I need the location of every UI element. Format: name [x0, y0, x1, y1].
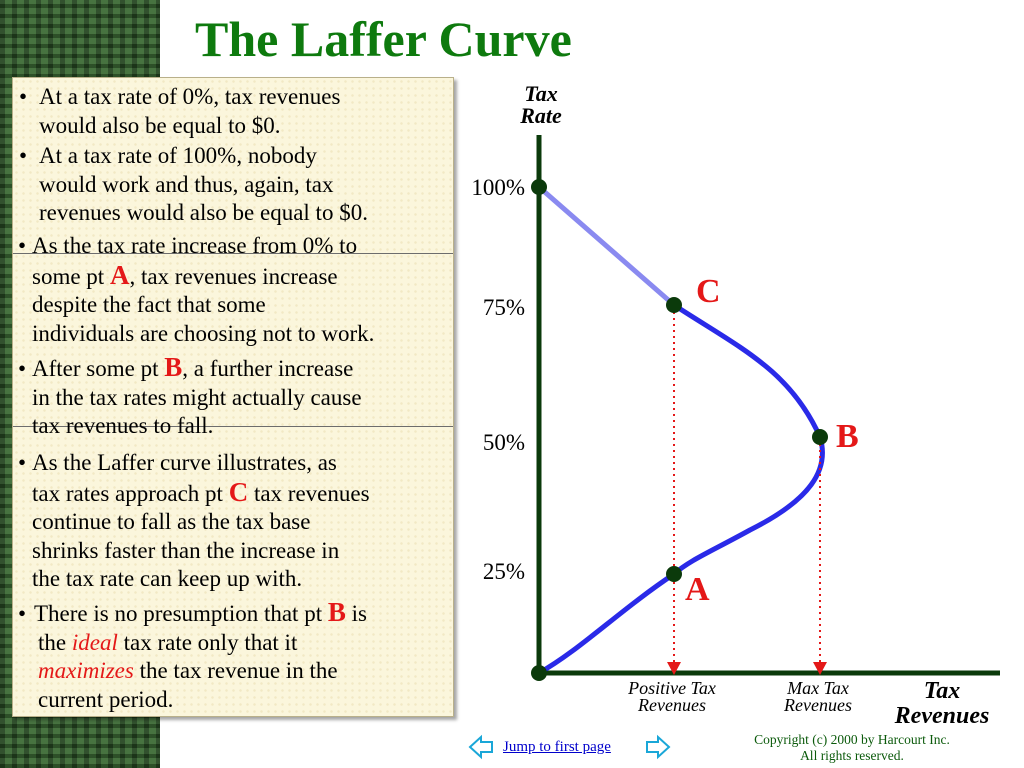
bullet-text: current period. [38, 686, 174, 712]
emphasis-ideal: ideal [71, 629, 118, 655]
bullet-text: despite the fact that some [32, 292, 266, 317]
bullet-text: revenues would also be equal to $0. [39, 200, 368, 225]
bullet-text: the tax rate can keep up with. [32, 566, 303, 591]
bullet-4: • After some pt B, a further increase in … [18, 353, 362, 441]
dot-100-percent [531, 179, 547, 195]
y-axis-label-line2: Rate [519, 103, 562, 128]
curve-upper-segment [536, 184, 677, 308]
bullet-text: individuals are choosing not to work. [32, 320, 375, 346]
max-tax-revenues-line1: Max Tax [786, 678, 849, 698]
previous-arrow-icon[interactable] [468, 734, 494, 760]
point-c-marker: C [696, 273, 721, 310]
divider-line [13, 426, 453, 427]
arrowhead-positive [667, 662, 681, 675]
bullet-text: shrinks faster than the increase in [32, 537, 340, 563]
emphasis-maximizes: maximizes [38, 658, 134, 683]
point-b-marker: B [836, 418, 859, 455]
bullet-text: tax revenues [248, 480, 370, 506]
positive-tax-revenues-line2: Revenues [637, 695, 706, 715]
bullet-text: would also be equal to $0. [39, 112, 281, 138]
next-arrow-icon[interactable] [645, 734, 671, 760]
bullet-text: tax revenues to fall. [32, 413, 214, 438]
x-axis-label-line1: Tax [924, 678, 960, 704]
dot-point-b [812, 429, 828, 445]
bullet-2: • At a tax rate of 100%, nobody would wor… [19, 142, 368, 228]
arrowhead-max [813, 662, 827, 675]
bullet-text: in the tax rates might actually cause [32, 384, 362, 410]
bullet-6: • There is no presumption that pt B is th… [18, 598, 367, 714]
dot-point-a [666, 566, 682, 582]
bullet-text: , tax revenues increase [129, 263, 338, 289]
copyright-notice: Copyright (c) 2000 by Harcourt Inc. All … [728, 732, 976, 764]
bullet-text: At a tax rate of 100%, nobody [39, 143, 317, 168]
point-b-label: B [327, 597, 346, 627]
tick-75: 75% [483, 295, 525, 320]
dot-point-c [666, 297, 682, 313]
copyright-line: Copyright (c) 2000 by Harcourt Inc. [754, 732, 950, 747]
copyright-line: All rights reserved. [800, 748, 904, 763]
dot-origin [531, 665, 547, 681]
bullet-text: As the Laffer curve illustrates, as [32, 450, 337, 475]
x-axis-label-line2: Revenues [894, 703, 990, 729]
max-tax-revenues-line2: Revenues [783, 695, 852, 715]
bullet-text: the tax revenue in the [133, 658, 338, 683]
tick-50: 50% [483, 430, 525, 455]
bullet-text: continue to fall as the tax base [32, 509, 311, 534]
bullet-text: There is no presumption that pt [34, 601, 328, 626]
point-a-marker: A [685, 571, 710, 608]
bullet-text: the [38, 629, 72, 655]
bullet-1: • At a tax rate of 0%, tax revenues would… [19, 83, 340, 140]
y-axis-label-line1: Tax [524, 81, 557, 106]
bullet-text: After some pt [32, 356, 165, 381]
curve-main-segment [536, 302, 825, 676]
bullet-3: • As the tax rate increase from 0% to som… [18, 232, 374, 348]
bullet-text: is [345, 601, 367, 626]
bullet-5: • As the Laffer curve illustrates, as tax… [18, 449, 370, 594]
jump-to-first-page-link[interactable]: Jump to first page [503, 739, 611, 755]
bullet-text: , a further increase [182, 356, 354, 381]
point-a-label: A [109, 259, 130, 290]
positive-tax-revenues-line1: Positive Tax [627, 678, 716, 698]
divider-line [13, 253, 453, 254]
slide-title: The Laffer Curve [195, 11, 572, 67]
explanation-textbox: • At a tax rate of 0%, tax revenues would… [12, 77, 454, 717]
bullet-text: At a tax rate of 0%, tax revenues [39, 84, 341, 109]
bullet-text: tax rate only that it [117, 629, 298, 655]
tick-25: 25% [483, 559, 525, 584]
bullet-text: tax rates approach pt [32, 480, 229, 506]
bullet-text: some pt [32, 263, 110, 289]
point-c-label: C [228, 476, 249, 507]
tick-100: 100% [471, 175, 525, 200]
point-b-label: B [164, 352, 183, 382]
bullet-text: would work and thus, again, tax [39, 171, 334, 197]
bullet-text: As the tax rate increase from 0% to [32, 233, 358, 258]
